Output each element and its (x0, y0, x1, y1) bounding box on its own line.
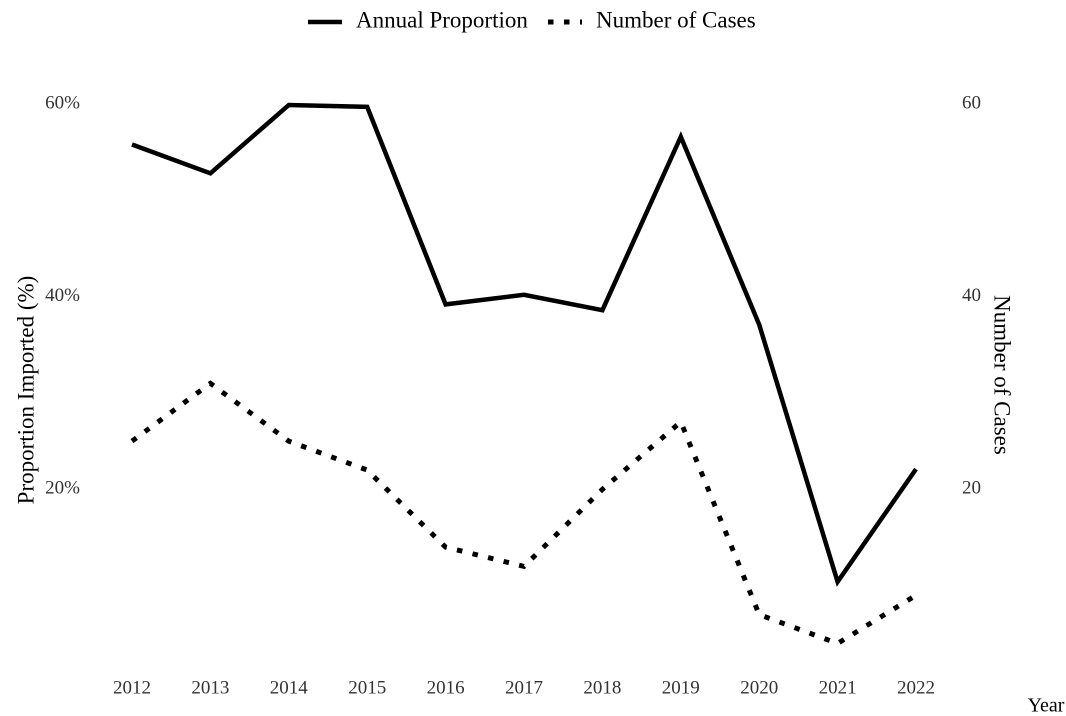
x-tick-label: 2013 (191, 677, 229, 698)
x-tick-label: 2018 (583, 677, 621, 698)
x-tick-label: 2020 (740, 677, 778, 698)
x-tick-label: 2022 (897, 677, 935, 698)
y-tick-label: 20% (45, 478, 80, 499)
legend-text: Number of Cases (596, 7, 756, 32)
x-tick-label: 2016 (427, 677, 465, 698)
x-tick-label: 2012 (113, 677, 151, 698)
line-series (131, 102, 918, 587)
legend-text: Annual Proportion (356, 7, 528, 32)
y2-tick-label: 20 (962, 478, 981, 499)
y2-tick-label: 60 (962, 92, 981, 113)
x-tick-label: 2021 (819, 677, 857, 698)
y-axis-title: Proportion Imported (%) (13, 276, 38, 505)
y2-tick-label: 40 (962, 285, 981, 306)
x-tick-label: 2014 (270, 677, 309, 698)
y-tick-label: 60% (45, 92, 80, 113)
x-tick-label: 2019 (662, 677, 700, 698)
line-series (130, 380, 918, 647)
x-tick-label: 2015 (348, 677, 386, 698)
x-axis-title: Year (1028, 695, 1065, 716)
x-tick-label: 2017 (505, 677, 543, 698)
y2-axis-title: Number of Cases (990, 295, 1015, 455)
y-tick-label: 40% (45, 285, 80, 306)
